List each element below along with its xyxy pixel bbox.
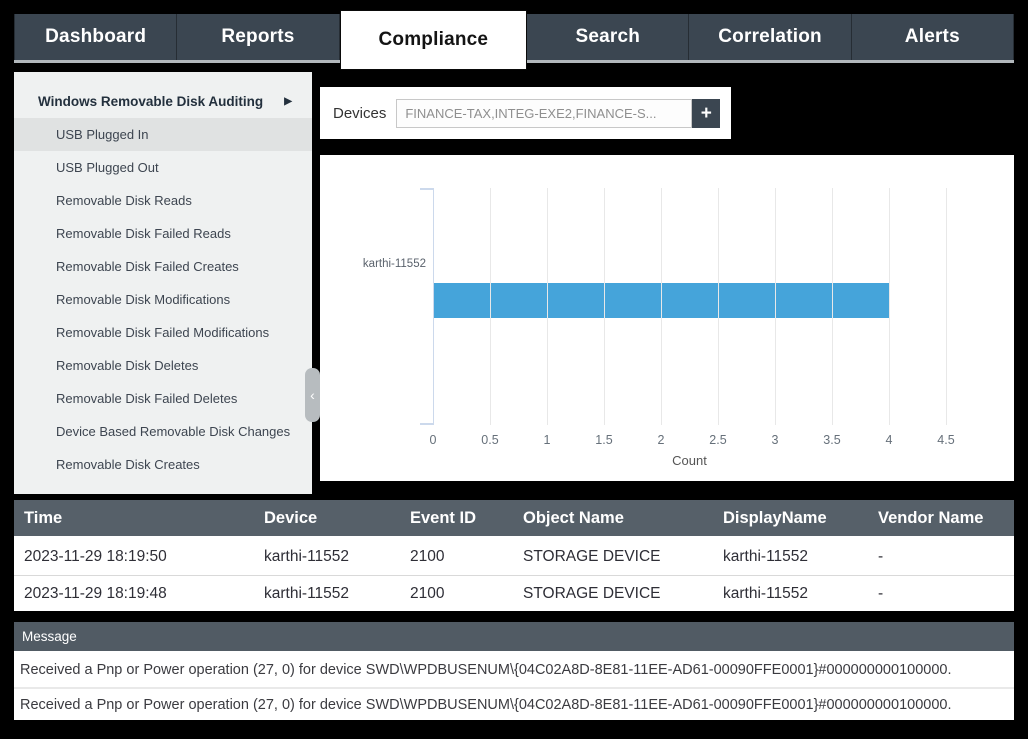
tab-reports[interactable]: Reports <box>177 14 340 60</box>
chevron-right-icon: ▶ <box>284 95 292 107</box>
table-row[interactable]: 2023-11-29 18:19:48 karthi-11552 2100 ST… <box>14 575 1014 611</box>
x-tick-label: 3 <box>771 433 779 447</box>
chart-grid-region: 0 0.5 1 1.5 2 2.5 3 3.5 4 4.5 <box>420 188 955 447</box>
cell-vendor-name: - <box>878 584 884 602</box>
gridline <box>547 188 548 425</box>
col-header-device[interactable]: Device <box>264 508 318 527</box>
sidebar-collapse-handle[interactable]: ‹ <box>305 368 320 422</box>
gridline <box>775 188 776 425</box>
sidebar-item-usb-plugged-out[interactable]: USB Plugged Out <box>56 160 159 175</box>
cell-displayname: karthi-11552 <box>723 584 809 602</box>
x-tick-label: 4 <box>885 433 893 447</box>
sidebar-item-removable-disk-creates[interactable]: Removable Disk Creates <box>56 457 200 472</box>
gridline <box>832 188 833 425</box>
sidebar-item-removable-disk-deletes[interactable]: Removable Disk Deletes <box>56 358 199 373</box>
gridline <box>946 188 947 425</box>
cell-object-name: STORAGE DEVICE <box>523 584 661 602</box>
top-nav: Dashboard Reports Compliance Search Corr… <box>14 10 1014 70</box>
x-tick-label: 1 <box>543 433 551 447</box>
x-axis-title: Count <box>672 453 707 468</box>
sidebar-group-windows-removable-disk-auditing[interactable]: Windows Removable Disk Auditing ▶ <box>14 84 312 118</box>
cell-vendor-name: - <box>878 548 884 565</box>
events-bar-chart: 0 0.5 1 1.5 2 2.5 3 3.5 4 4.5 karthi-11552 Count <box>320 155 1014 481</box>
gridline <box>718 188 719 425</box>
y-axis-tick-bottom <box>420 423 434 425</box>
message-section: Message Received a Pnp or Power operatio… <box>14 622 1014 720</box>
tab-compliance[interactable]: Compliance <box>339 10 528 70</box>
gridline <box>889 188 890 425</box>
devices-label: Devices <box>333 104 387 122</box>
x-tick-label: 0.5 <box>481 433 499 447</box>
x-tick-label: 2.5 <box>709 433 727 447</box>
y-category-label: karthi-11552 <box>362 258 426 270</box>
message-row[interactable]: Received a Pnp or Power operation (27, 0… <box>14 654 1014 687</box>
tab-alerts[interactable]: Alerts <box>852 14 1014 60</box>
cell-event-id: 2100 <box>410 548 445 565</box>
sidebar-item-usb-plugged-in[interactable]: USB Plugged In <box>14 118 312 151</box>
x-tick-label: 3.5 <box>823 433 841 447</box>
sidebar-group-label: Windows Removable Disk Auditing <box>38 93 264 109</box>
x-tick-label: 4.5 <box>937 433 955 447</box>
cell-object-name: STORAGE DEVICE <box>523 548 661 565</box>
sidebar-item-removable-disk-failed-deletes[interactable]: Removable Disk Failed Deletes <box>56 391 238 406</box>
x-tick-label: 0 <box>429 433 437 447</box>
sidebar-item-removable-disk-reads[interactable]: Removable Disk Reads <box>56 193 192 208</box>
sidebar-item-removable-disk-modifications[interactable]: Removable Disk Modifications <box>56 292 231 307</box>
gridline <box>490 188 491 425</box>
add-device-button[interactable]: + <box>692 98 721 128</box>
sidebar-item-removable-disk-failed-creates[interactable]: Removable Disk Failed Creates <box>56 259 239 274</box>
col-header-displayname[interactable]: DisplayName <box>723 508 827 527</box>
sidebar-item-removable-disk-failed-modifications[interactable]: Removable Disk Failed Modifications <box>56 325 270 340</box>
table-header-divider <box>14 536 1014 539</box>
sidebar-item-removable-disk-failed-reads[interactable]: Removable Disk Failed Reads <box>56 226 231 241</box>
gridline <box>661 188 662 425</box>
chart-bar[interactable] <box>434 283 890 318</box>
x-tick-label: 2 <box>657 433 665 447</box>
message-header-divider <box>14 651 1014 654</box>
message-header: Message <box>14 622 1014 651</box>
cell-time: 2023-11-29 18:19:50 <box>24 548 167 565</box>
gridline <box>604 188 605 425</box>
devices-input[interactable] <box>396 98 693 128</box>
y-axis-tick-top <box>420 188 434 190</box>
sidebar-item-device-based-removable-disk-changes[interactable]: Device Based Removable Disk Changes <box>56 424 291 439</box>
cell-displayname: karthi-11552 <box>723 548 809 565</box>
devices-filter-panel: Devices + <box>320 87 731 139</box>
x-tick-label: 1.5 <box>595 433 613 447</box>
cell-event-id: 2100 <box>410 584 445 602</box>
cell-device: karthi-11552 <box>264 548 350 565</box>
cell-time: 2023-11-29 18:19:48 <box>24 584 167 602</box>
chevron-left-icon: ‹ <box>310 387 315 403</box>
col-header-event-id[interactable]: Event ID <box>410 508 477 527</box>
report-sidebar: Windows Removable Disk Auditing ▶ USB Pl… <box>14 72 320 494</box>
y-axis-line <box>433 188 434 425</box>
events-table: Time Device Event ID Object Name Display… <box>14 500 1014 611</box>
cell-device: karthi-11552 <box>264 584 350 602</box>
col-header-vendor-name[interactable]: Vendor Name <box>878 508 984 527</box>
col-header-object-name[interactable]: Object Name <box>523 508 624 527</box>
message-row[interactable]: Received a Pnp or Power operation (27, 0… <box>14 687 1014 720</box>
table-row[interactable]: 2023-11-29 18:19:50 karthi-11552 2100 ST… <box>14 539 1014 575</box>
tab-correlation[interactable]: Correlation <box>689 14 852 60</box>
tab-dashboard[interactable]: Dashboard <box>14 14 178 60</box>
tab-search[interactable]: Search <box>527 14 690 60</box>
col-header-time[interactable]: Time <box>24 508 63 527</box>
table-header-row: Time Device Event ID Object Name Display… <box>14 500 1014 536</box>
